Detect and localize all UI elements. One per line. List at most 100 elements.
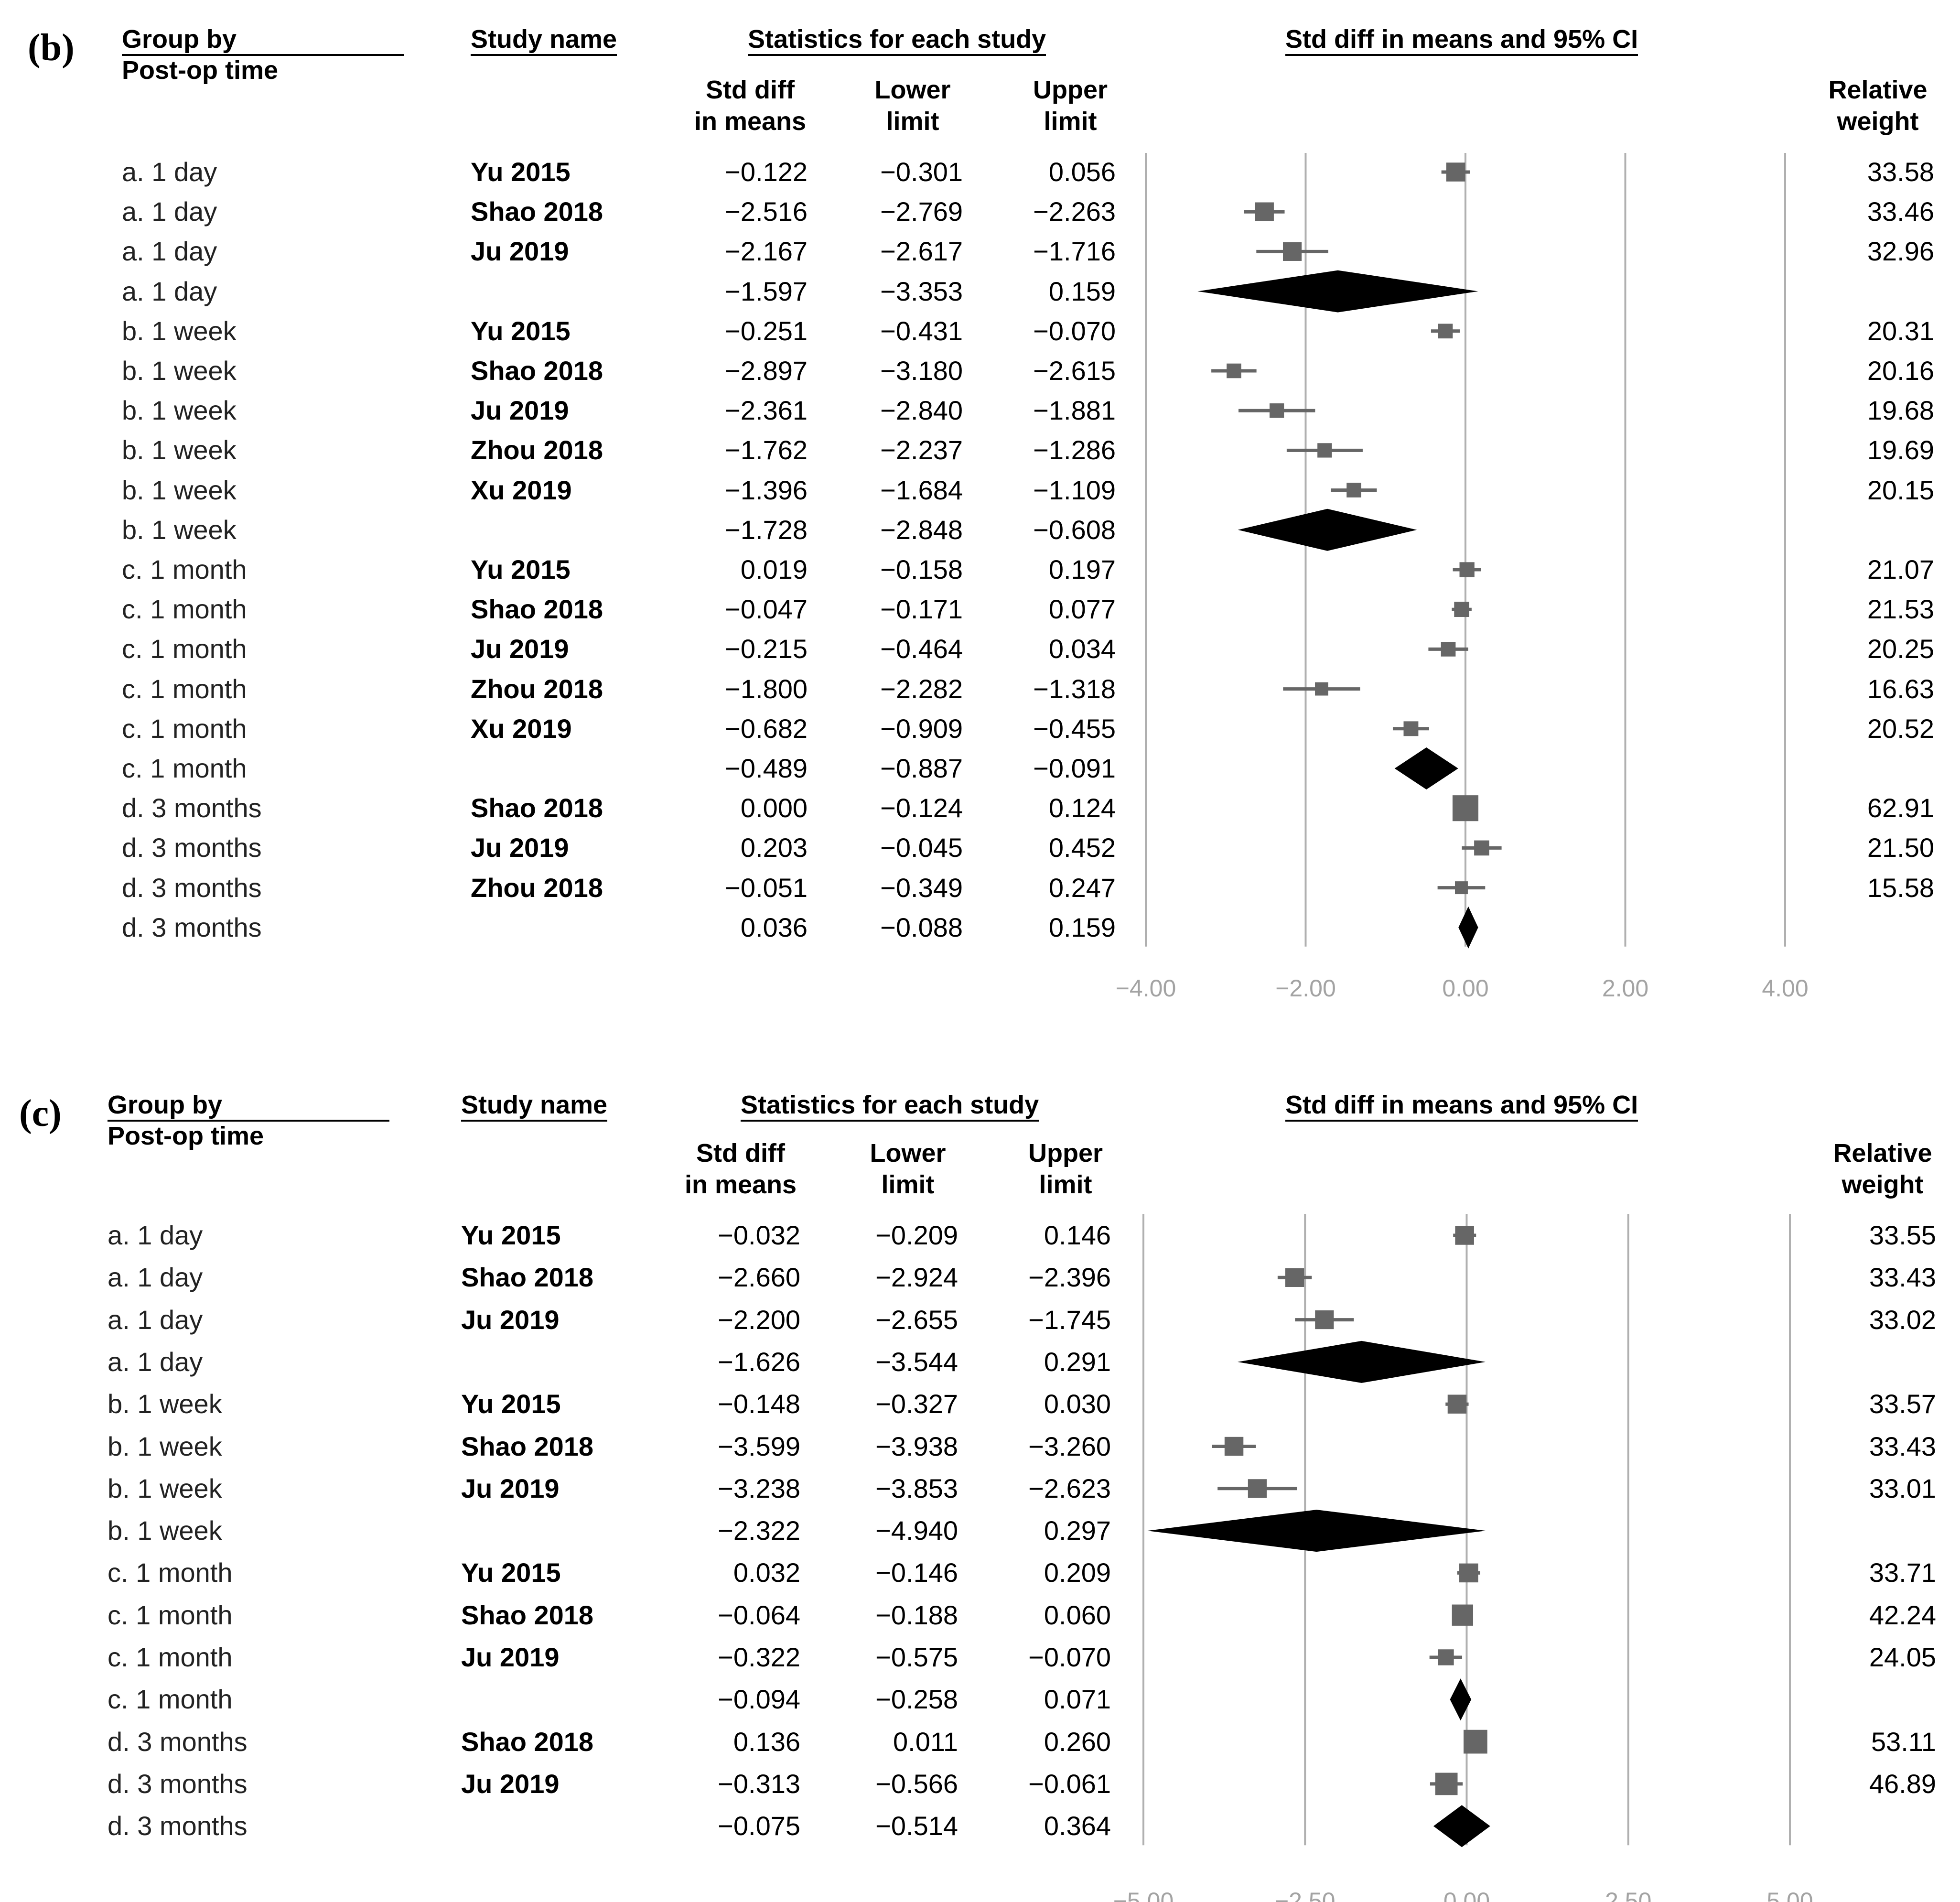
study-name: Yu 2015 xyxy=(471,315,571,346)
upper-limit-value: −2.623 xyxy=(1028,1473,1111,1503)
lower-limit-value: −2.840 xyxy=(880,395,963,426)
lower-limit-value: −0.258 xyxy=(875,1684,958,1715)
lower-limit-value: −3.853 xyxy=(875,1473,958,1503)
study-point-box xyxy=(1248,1479,1267,1498)
lower-limit-value: −0.124 xyxy=(880,793,963,823)
lower-limit-value: −4.940 xyxy=(875,1515,958,1546)
group-label: d. 3 months xyxy=(122,793,262,823)
study-point-box xyxy=(1452,1604,1474,1626)
lower-limit-value: −2.655 xyxy=(875,1304,958,1335)
study-name: Ju 2019 xyxy=(471,832,569,863)
upper-limit-value: 0.056 xyxy=(1048,157,1116,187)
group-label: b. 1 week xyxy=(122,475,237,505)
group-label: d. 3 months xyxy=(122,912,262,942)
relative-weight-value: 62.91 xyxy=(1867,793,1934,823)
lower-limit-value: −2.617 xyxy=(880,236,963,267)
upper-limit-value: −0.070 xyxy=(1033,315,1116,346)
study-name: Yu 2015 xyxy=(461,1557,561,1588)
study-name: Ju 2019 xyxy=(461,1473,560,1503)
relative-weight-value: 33.46 xyxy=(1867,196,1934,227)
upper-limit-value: −0.608 xyxy=(1033,514,1116,545)
relative-weight-value: 33.43 xyxy=(1869,1262,1936,1293)
lower-limit-value: −0.209 xyxy=(875,1220,958,1250)
upper-limit-value: 0.452 xyxy=(1048,832,1116,863)
std-diff-header: Std diff in means xyxy=(684,1139,797,1199)
study-point-box xyxy=(1446,162,1465,182)
study-name: Xu 2019 xyxy=(471,713,572,744)
relative-weight-value: 33.01 xyxy=(1869,1473,1936,1503)
group-label: b. 1 week xyxy=(122,356,237,386)
lower-limit-value: −0.887 xyxy=(880,753,963,783)
group-label: a. 1 day xyxy=(108,1220,203,1250)
statistics-header: Statistics for each study xyxy=(741,1092,1039,1122)
group-label: c. 1 month xyxy=(122,594,247,625)
std-diff-value: −2.167 xyxy=(725,236,808,267)
study-point-box xyxy=(1459,562,1475,577)
forest-plot-panel-b: (b) Group by Post-op time Study name Sta… xyxy=(28,26,1934,1002)
upper-limit-header: Upper limit xyxy=(1033,76,1108,136)
relative-weight-value: 21.50 xyxy=(1867,832,1934,863)
summary-diamond xyxy=(1450,1678,1472,1721)
x-tick-label: −5.00 xyxy=(1113,1888,1174,1902)
std-diff-value: −0.051 xyxy=(725,872,808,903)
group-label: a. 1 day xyxy=(122,157,217,187)
upper-limit-value: 0.071 xyxy=(1044,1684,1111,1715)
std-diff-value: −0.313 xyxy=(718,1768,800,1799)
std-diff-value: −2.897 xyxy=(725,356,808,386)
lower-limit-header: Lower limit xyxy=(874,76,951,136)
lower-limit-value: −2.769 xyxy=(880,196,963,227)
upper-limit-value: 0.364 xyxy=(1044,1811,1111,1841)
study-name: Xu 2019 xyxy=(471,475,572,505)
upper-limit-value: 0.209 xyxy=(1044,1557,1111,1588)
relative-weight-value: 19.68 xyxy=(1867,395,1934,426)
summary-diamond xyxy=(1394,747,1458,789)
study-name: Shao 2018 xyxy=(471,356,603,386)
group-label: d. 3 months xyxy=(108,1768,248,1799)
study-name: Shao 2018 xyxy=(461,1599,594,1630)
group-label: d. 3 months xyxy=(122,832,262,863)
summary-diamond xyxy=(1147,1510,1486,1552)
std-diff-value: −0.148 xyxy=(718,1389,800,1419)
study-name: Shao 2018 xyxy=(471,594,603,625)
relative-weight-value: 33.02 xyxy=(1869,1304,1936,1335)
group-label: c. 1 month xyxy=(108,1642,233,1672)
study-name: Ju 2019 xyxy=(461,1304,560,1335)
study-point-box xyxy=(1459,1563,1478,1583)
study-point-box xyxy=(1227,363,1241,378)
upper-limit-value: 0.260 xyxy=(1044,1726,1111,1757)
std-diff-value: −0.682 xyxy=(725,713,808,744)
study-name: Ju 2019 xyxy=(461,1768,560,1799)
upper-limit-value: 0.034 xyxy=(1048,634,1116,664)
upper-limit-header: Upper limit xyxy=(1028,1139,1103,1199)
study-point-box xyxy=(1435,1772,1458,1795)
forest-plot-area: −5.00 −2.50 0.00 2.50 5.00 xyxy=(1113,1214,1813,1902)
std-diff-value: −0.032 xyxy=(718,1220,800,1250)
std-diff-value: −2.516 xyxy=(725,196,808,227)
group-label: c. 1 month xyxy=(122,713,247,744)
lower-limit-value: −0.909 xyxy=(880,713,963,744)
group-label: b. 1 week xyxy=(122,514,237,545)
lower-limit-value: −0.088 xyxy=(880,912,963,942)
upper-limit-value: 0.297 xyxy=(1044,1515,1111,1546)
lower-limit-value: −2.924 xyxy=(875,1262,958,1293)
lower-limit-value: −3.353 xyxy=(880,276,963,306)
study-name: Shao 2018 xyxy=(461,1431,594,1461)
study-point-box xyxy=(1255,202,1274,221)
std-diff-value: 0.203 xyxy=(740,832,808,863)
study-point-box xyxy=(1315,1310,1334,1329)
std-diff-value: −1.800 xyxy=(725,673,808,704)
lower-limit-value: −0.301 xyxy=(880,157,963,187)
group-label: a. 1 day xyxy=(122,276,217,306)
study-name: Yu 2015 xyxy=(461,1220,561,1250)
relative-weight-value: 33.58 xyxy=(1867,157,1934,187)
relative-weight-value: 20.15 xyxy=(1867,475,1934,505)
statistics-header: Statistics for each study xyxy=(748,26,1046,56)
upper-limit-value: −1.881 xyxy=(1033,395,1116,426)
upper-limit-value: −0.455 xyxy=(1033,713,1116,744)
group-label: b. 1 week xyxy=(108,1431,222,1461)
upper-limit-value: −1.318 xyxy=(1033,673,1116,704)
group-label: b. 1 week xyxy=(122,315,237,346)
group-label: c. 1 month xyxy=(108,1684,233,1715)
lower-limit-value: −0.431 xyxy=(880,315,963,346)
x-tick-label: 5.00 xyxy=(1766,1888,1813,1902)
